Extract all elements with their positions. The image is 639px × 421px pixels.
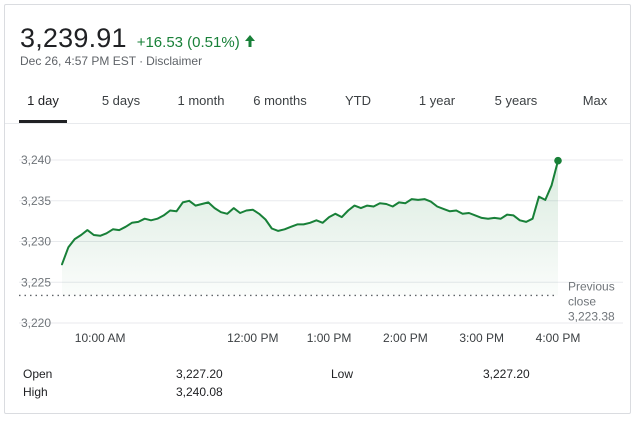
stat-low-value: 3,227.20 xyxy=(483,367,530,381)
previous-close-label: 3,223.38 xyxy=(568,309,615,323)
timestamp: Dec 26, 4:57 PM EST xyxy=(20,54,137,68)
tab-1-day[interactable]: 1 day xyxy=(19,83,67,123)
price-line xyxy=(61,159,559,266)
stat-open-label: Open xyxy=(23,367,53,381)
previous-close-label: Previous xyxy=(568,279,615,293)
stat-high-label: High xyxy=(23,385,48,399)
x-tick-label: 12:00 PM xyxy=(227,331,278,345)
disclaimer-link[interactable]: Disclaimer xyxy=(146,54,203,68)
y-tick-label: 3,220 xyxy=(21,316,51,330)
previous-close-label: close xyxy=(568,294,596,308)
x-tick-label: 2:00 PM xyxy=(383,331,428,345)
price-change: +16.53 (0.51%) xyxy=(136,34,240,51)
stat-high-value: 3,240.08 xyxy=(176,385,223,399)
x-tick-label: 1:00 PM xyxy=(307,331,352,345)
stat-low-label: Low xyxy=(331,367,354,381)
tab-5-days[interactable]: 5 days xyxy=(101,93,141,108)
stat-open-value: 3,227.20 xyxy=(176,367,223,381)
x-tick-label: 3:00 PM xyxy=(459,331,504,345)
last-price-point xyxy=(554,156,562,165)
x-tick-label: 10:00 AM xyxy=(75,331,126,345)
y-tick-label: 3,225 xyxy=(21,275,51,289)
tab-1-year[interactable]: 1 year xyxy=(418,93,456,108)
price-chart: 3,240 3,235 3,230 3,225 3,220 10:00 AM 12:00 P… xyxy=(19,153,623,345)
y-tick-label: 3,235 xyxy=(21,194,51,208)
x-tick-label: 4:00 PM xyxy=(536,331,581,345)
stock-chart-card: 3,239.91 +16.53 (0.51%) Dec 26, 4:57 PM … xyxy=(4,4,631,414)
timestamp-line: Dec 26, 4:57 PM EST · Disclaimer xyxy=(20,54,202,68)
area-fill xyxy=(62,160,558,296)
current-price: 3,239.91 xyxy=(20,23,127,53)
separator: · xyxy=(139,54,144,68)
y-tick-label: 3,240 xyxy=(21,153,51,167)
price-header: 3,239.91 +16.53 (0.51%) xyxy=(20,23,256,54)
tab-1-month[interactable]: 1 month xyxy=(177,93,225,108)
tab-ytd[interactable]: YTD xyxy=(345,93,371,108)
tab-max[interactable]: Max xyxy=(582,93,608,108)
range-tabs: 1 day 5 days 1 month 6 months YTD 1 year… xyxy=(5,83,630,124)
arrow-up-icon xyxy=(244,34,256,48)
y-tick-label: 3,230 xyxy=(21,235,51,249)
tab-6-months[interactable]: 6 months xyxy=(253,93,307,108)
tab-5-years[interactable]: 5 years xyxy=(494,93,538,108)
